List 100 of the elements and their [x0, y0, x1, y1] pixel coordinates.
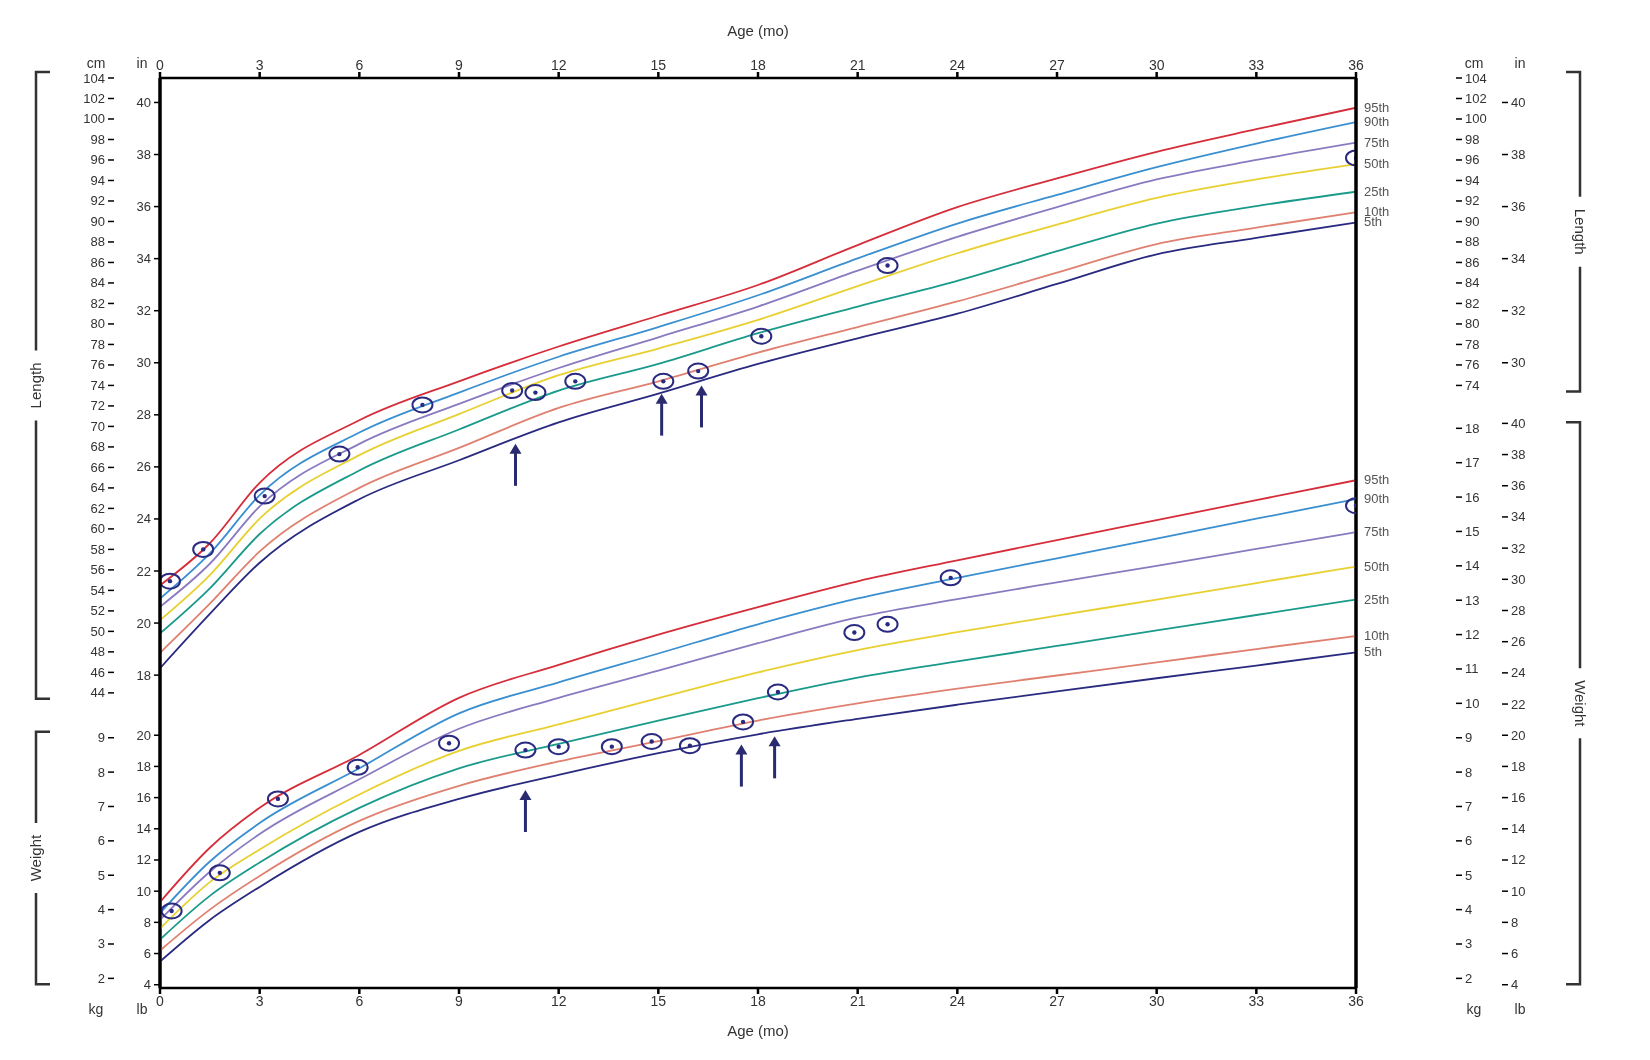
y2-tick-label: 4: [1465, 902, 1473, 918]
y-tick-label: 102: [83, 91, 105, 106]
y-tick-label: 4: [143, 977, 151, 993]
y-axis-title: cm: [86, 55, 106, 71]
y2-axis-title: cm: [1464, 55, 1484, 71]
x-tick-label: 21: [849, 992, 866, 1009]
series-label: 50th: [1364, 558, 1390, 574]
y-tick-label: 24: [136, 511, 151, 527]
y2-tick-label: 6: [1511, 946, 1519, 962]
y2-tick-label: 12: [1511, 852, 1526, 868]
point: [750, 327, 773, 345]
point: [876, 615, 899, 633]
y-tick-label: 12: [136, 852, 151, 868]
y-tick-label: 94: [90, 172, 105, 188]
y-tick-label: 7: [97, 798, 105, 814]
y-tick-label: 46: [90, 664, 105, 680]
y2-tick-label: 14: [1465, 558, 1480, 574]
x-tick-label: 27: [1049, 992, 1065, 1009]
y2-tick-label: 6: [1465, 833, 1473, 849]
y-tick-label: 36: [136, 199, 151, 215]
y2-tick-label: 22: [1511, 696, 1526, 712]
y2-tick-label: 26: [1511, 634, 1526, 650]
y-axis-title: lb: [136, 1001, 148, 1017]
y2-tick-label: 30: [1511, 355, 1526, 371]
y-tick-label: 64: [90, 480, 105, 496]
y-tick-label: 6: [143, 946, 151, 962]
point: [547, 738, 570, 756]
series-label: 90th: [1364, 491, 1390, 507]
y2-tick-label: 102: [1465, 91, 1487, 106]
y-tick-label: 14: [136, 821, 151, 837]
y2-tick-label: 34: [1511, 509, 1526, 525]
y2-tick-label: 3: [1465, 936, 1473, 952]
x-tick-label: 0: [156, 57, 165, 73]
y-tick-label: 18: [136, 758, 151, 774]
y2-tick-label: 15: [1465, 523, 1480, 539]
point: [766, 683, 789, 701]
y2-tick-label: 40: [1511, 415, 1526, 431]
y2-axis-title: lb: [1514, 1001, 1526, 1017]
y2-tick-label: 94: [1465, 172, 1480, 188]
y2-tick-label: 18: [1465, 420, 1480, 436]
y-tick-label: 6: [97, 833, 105, 849]
point: [160, 572, 181, 590]
y-tick-label: 32: [136, 303, 151, 319]
series-label: 5th: [1364, 644, 1383, 660]
y2-tick-label: 16: [1465, 489, 1480, 505]
x-tick-label: 27: [1049, 57, 1065, 73]
y-tick-label: 76: [90, 357, 105, 373]
y-tick-label: 4: [97, 902, 105, 918]
y2-tick-label: 38: [1511, 147, 1526, 163]
y-tick-label: 52: [90, 603, 105, 619]
x-tick-label: 36: [1348, 57, 1364, 73]
y2-tick-label: 4: [1511, 977, 1519, 993]
y2-tick-label: 86: [1465, 254, 1480, 270]
series-label: 95th: [1364, 99, 1390, 115]
y2-tick-label: 38: [1511, 447, 1526, 463]
x-tick-label: 6: [355, 992, 364, 1009]
y2-tick-label: 36: [1511, 478, 1526, 494]
y2-tick-label: 92: [1465, 193, 1480, 209]
x-tick-label: 24: [949, 992, 966, 1009]
y-tick-label: 60: [90, 521, 105, 537]
y-tick-label: 34: [136, 251, 151, 267]
point: [600, 738, 623, 756]
point: [438, 734, 461, 752]
y-tick-label: 50: [90, 623, 105, 639]
y-tick-label: 104: [83, 70, 105, 86]
y2-tick-label: 78: [1465, 336, 1480, 352]
point: [524, 384, 547, 402]
y2-tick-label: 28: [1511, 603, 1526, 618]
y-tick-label: 28: [136, 407, 151, 423]
y-tick-label: 74: [90, 377, 105, 393]
x-tick-label: 36: [1348, 992, 1364, 1009]
series-label: 90th: [1364, 114, 1390, 130]
series-label: 50th: [1364, 156, 1390, 172]
y2-tick-label: 84: [1465, 275, 1480, 291]
y2-tick-label: 88: [1465, 234, 1480, 250]
point: [266, 790, 289, 808]
y-axis-title: in: [136, 55, 148, 71]
x-tick-label: 12: [550, 992, 567, 1009]
y2-tick-label: 2: [1465, 970, 1473, 986]
y2-tick-label: 74: [1465, 377, 1480, 393]
y2-tick-label: 13: [1465, 592, 1480, 608]
y-tick-label: 58: [90, 541, 105, 557]
y-tick-label: 72: [90, 398, 105, 414]
y2-tick-label: 12: [1465, 627, 1480, 643]
x-tick-label: 33: [1248, 57, 1265, 73]
y-tick-label: 16: [136, 790, 151, 806]
x-tick-label: 15: [650, 992, 667, 1009]
point: [678, 737, 701, 755]
x-tick-label: 0: [156, 992, 165, 1009]
y-tick-label: 88: [90, 234, 105, 250]
y2-tick-label: 8: [1465, 764, 1473, 780]
y-tick-label: 62: [90, 500, 105, 516]
y2-tick-label: 14: [1511, 821, 1526, 837]
y2-tick-label: 9: [1465, 730, 1473, 746]
x-tick-label: 18: [750, 57, 766, 73]
x-tick-label: 9: [455, 57, 464, 73]
text: Length: [27, 362, 45, 409]
series-label: 25th: [1364, 591, 1390, 607]
y-tick-label: 20: [136, 727, 151, 743]
point: [208, 864, 231, 882]
